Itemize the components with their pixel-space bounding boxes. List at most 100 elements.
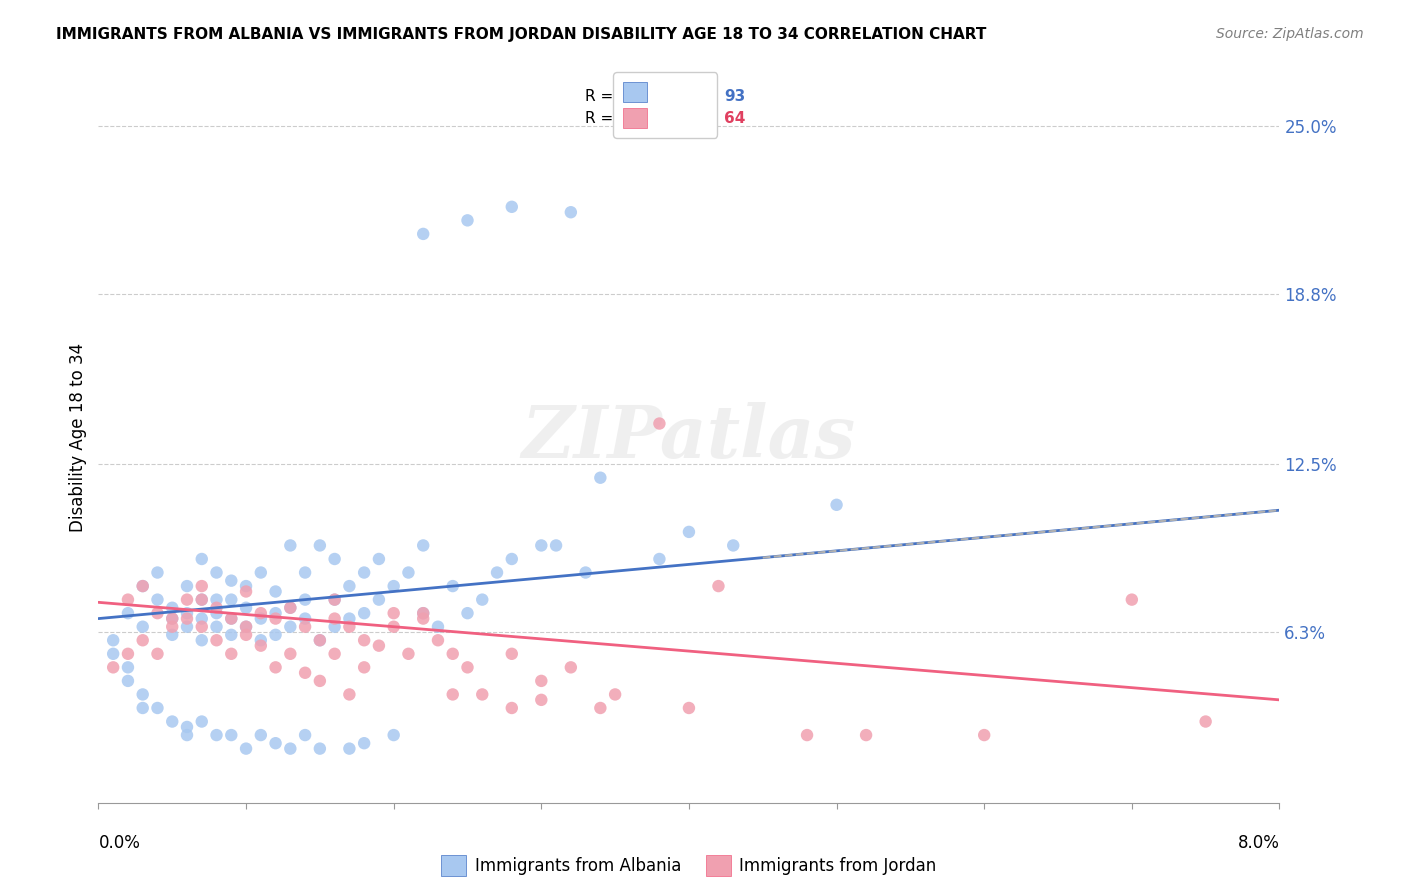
Text: R =: R = [585, 88, 619, 103]
Point [219, 592, 242, 607]
Point [103, 660, 125, 674]
Point [278, 647, 302, 661]
Point [146, 701, 169, 715]
Point [132, 633, 155, 648]
Point [250, 566, 273, 580]
Point [205, 606, 228, 620]
Point [546, 538, 568, 552]
Point [191, 611, 214, 625]
Text: 0.0%: 0.0% [98, 834, 141, 852]
Point [162, 620, 183, 634]
Point [367, 592, 389, 607]
Text: Source: ZipAtlas.com: Source: ZipAtlas.com [1216, 27, 1364, 41]
Point [162, 628, 183, 642]
Point [132, 701, 155, 715]
Point [278, 620, 302, 634]
Point [146, 592, 169, 607]
Y-axis label: Disability Age 18 to 34: Disability Age 18 to 34 [69, 343, 87, 532]
Point [323, 552, 346, 566]
Point [367, 639, 389, 653]
Point [103, 647, 125, 661]
Point [191, 592, 214, 607]
Point [250, 639, 273, 653]
Point [205, 728, 228, 742]
Point [441, 647, 464, 661]
Point [191, 620, 214, 634]
Point [323, 620, 346, 634]
Text: 8.0%: 8.0% [1237, 834, 1279, 852]
Point [560, 205, 582, 219]
Point [412, 227, 434, 241]
Point [382, 620, 405, 634]
Point [396, 566, 419, 580]
Point [294, 665, 316, 680]
Point [589, 701, 612, 715]
Point [250, 611, 273, 625]
Point [219, 611, 242, 625]
Point [117, 647, 139, 661]
Text: IMMIGRANTS FROM ALBANIA VS IMMIGRANTS FROM JORDAN DISABILITY AGE 18 TO 34 CORREL: IMMIGRANTS FROM ALBANIA VS IMMIGRANTS FR… [56, 27, 987, 42]
Point [367, 552, 389, 566]
Text: N =: N = [678, 112, 721, 127]
Point [264, 736, 287, 750]
Point [721, 538, 744, 552]
Text: N =: N = [678, 88, 721, 103]
Point [308, 633, 332, 648]
Point [264, 584, 287, 599]
Point [441, 688, 464, 702]
Point [471, 688, 494, 702]
Point [235, 741, 257, 756]
Point [412, 606, 434, 620]
Point [205, 566, 228, 580]
Point [117, 673, 139, 688]
Point [412, 538, 434, 552]
Point [278, 538, 302, 552]
Point [294, 611, 316, 625]
Point [250, 606, 273, 620]
Text: R =: R = [585, 112, 619, 127]
Point [294, 566, 316, 580]
Point [294, 592, 316, 607]
Point [176, 592, 198, 607]
Point [323, 592, 346, 607]
Point [574, 566, 596, 580]
Point [353, 566, 375, 580]
Point [323, 611, 346, 625]
Point [825, 498, 848, 512]
Point [205, 620, 228, 634]
Point [382, 579, 405, 593]
Point [353, 633, 375, 648]
Point [176, 579, 198, 593]
Point [382, 606, 405, 620]
Point [382, 728, 405, 742]
Point [146, 566, 169, 580]
Point [294, 620, 316, 634]
Point [426, 633, 449, 648]
Point [176, 720, 198, 734]
Point [176, 728, 198, 742]
Point [337, 579, 360, 593]
Point [1194, 714, 1216, 729]
Point [219, 728, 242, 742]
Point [117, 592, 139, 607]
Point [530, 693, 553, 707]
Point [117, 660, 139, 674]
Point [264, 606, 287, 620]
Point [191, 592, 214, 607]
Point [501, 701, 523, 715]
Point [308, 538, 332, 552]
Point [796, 728, 818, 742]
Point [250, 633, 273, 648]
Point [501, 647, 523, 661]
Point [235, 579, 257, 593]
Point [191, 579, 214, 593]
Point [353, 606, 375, 620]
Point [337, 611, 360, 625]
Point [235, 628, 257, 642]
Point [146, 606, 169, 620]
Point [1121, 592, 1143, 607]
Point [132, 579, 155, 593]
Point [973, 728, 995, 742]
Point [678, 701, 700, 715]
Point [264, 660, 287, 674]
